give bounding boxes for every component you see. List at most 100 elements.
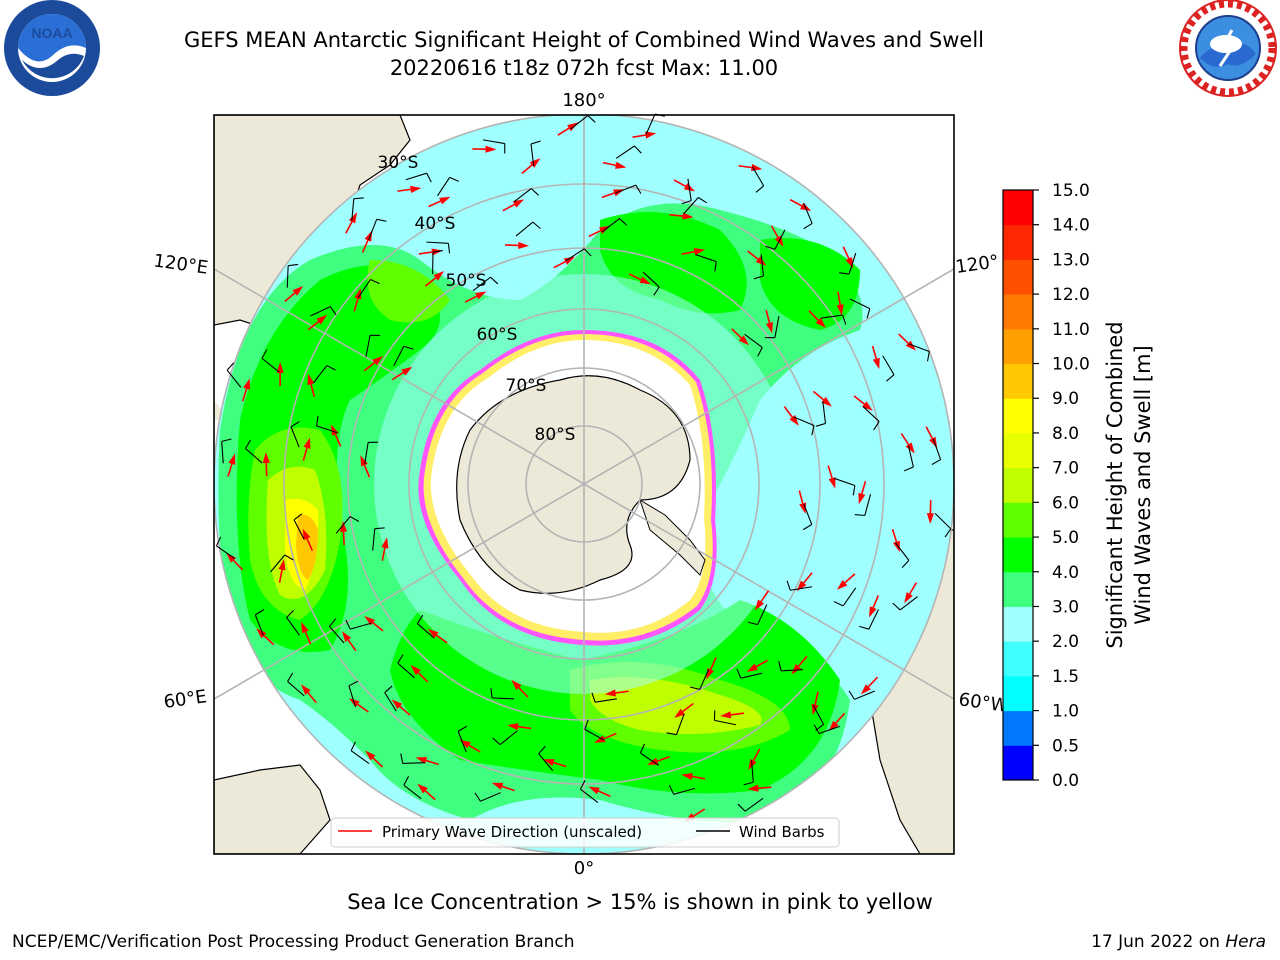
wind-barb-shaft [472, 276, 491, 292]
wind-barb-flag [668, 785, 675, 795]
wind-barb-shaft [254, 614, 264, 636]
wind-barb-flag [757, 347, 763, 357]
wind-barb-shaft [457, 731, 467, 753]
wave-arrow-head [747, 784, 759, 792]
colorbar-segment [1003, 641, 1033, 677]
wind-barb-flag [815, 422, 826, 427]
wind-barb-flag [666, 732, 677, 736]
colorbar-segment [1003, 745, 1033, 781]
wind-barb-flag [866, 308, 871, 319]
nws-logo [1179, 0, 1277, 97]
wind-barb-flag [326, 364, 336, 371]
wind-barb-flag [474, 792, 481, 802]
lon-label-180: 180° [562, 90, 605, 111]
wind-barb-shaft [645, 113, 656, 135]
wind-barb-shaft [538, 753, 554, 772]
colorbar: 0.0 0.5 1.0 1.5 2.0 3.0 4.0 5.0 6.0 7.0 8.0 9.0 10.0… [1002, 181, 1090, 791]
wave-arrow-head [276, 362, 284, 373]
wind-barb-shaft [313, 365, 328, 384]
wind-barb-shaft [812, 704, 825, 725]
wind-barb-flag [397, 654, 404, 664]
wind-barb-shaft [480, 792, 501, 802]
lat-label-50s: 50°S [446, 271, 487, 291]
wind-barb-shaft [397, 662, 415, 679]
wind-barb-flag [290, 421, 300, 428]
wave-arrow-head [307, 373, 315, 386]
wave-arrow-head [431, 248, 443, 256]
wave-arrow-head [278, 559, 286, 571]
wind-barb-flag [400, 753, 404, 764]
wave-arrow-head [765, 322, 773, 334]
wind-barb-shaft [565, 248, 585, 262]
wave-arrow-head [828, 477, 836, 489]
wave-arrow-head [401, 366, 413, 376]
wind-barb-flag [591, 692, 596, 703]
wind-barb-flag [689, 686, 700, 690]
footer-host: Hera [1225, 932, 1266, 952]
colorbar-tick-label: 14.0 [1052, 216, 1090, 236]
wind-barb-shaft [310, 306, 331, 317]
wind-barb-flag [854, 514, 865, 517]
wind-barb-shaft [245, 448, 263, 464]
wave-arrow-head [365, 750, 376, 761]
wind-barb-flag [811, 425, 815, 436]
wind-barb-flag [287, 672, 294, 682]
colorbar-tick-label: 0.0 [1052, 771, 1079, 791]
wave-arrow-head [693, 248, 706, 256]
wind-barb-flag [417, 614, 424, 624]
wind-barb-flag [530, 188, 539, 196]
wave-arrow-head [615, 161, 627, 169]
wind-barb-shaft [848, 252, 857, 275]
wave-arrow-head [905, 442, 915, 454]
wind-barb-flag [532, 221, 541, 230]
wave-arrow-head [674, 708, 686, 719]
wind-barb-flag [348, 680, 359, 687]
wind-barb-shaft [675, 713, 685, 735]
wind-barbs [215, 113, 952, 812]
chart-subtitle: 20220616 t18z 072h fcst Max: 11.00 [389, 56, 779, 80]
wind-barb-shaft [580, 788, 599, 803]
wind-barb-flag [579, 780, 586, 790]
colorbar-segment [1003, 675, 1033, 712]
wind-barb-shaft [350, 622, 372, 630]
wind-barb-shaft [673, 787, 696, 795]
wind-barb-shaft [372, 528, 376, 551]
legend-wave-label: Primary Wave Direction (unscaled) [382, 823, 642, 841]
wave-arrow-head [433, 271, 445, 281]
colorbar-segment [1003, 328, 1033, 365]
wind-barb-shaft [683, 197, 699, 215]
wave-arrow-head [427, 628, 439, 639]
wind-barb-shaft [822, 401, 827, 424]
wind-barb-shaft [402, 762, 425, 764]
wind-barb-flag [736, 668, 742, 679]
wave-arrow-head [439, 196, 451, 205]
colorbar-tick-label: 15.0 [1052, 181, 1090, 201]
colorbar-tick-label: 10.0 [1052, 355, 1090, 375]
wave-arrow-head [316, 314, 328, 325]
wind-barb-flag [584, 719, 589, 730]
wind-barb-flag [778, 660, 782, 671]
wind-barb-shaft [760, 254, 764, 277]
wave-arrow-head [364, 615, 376, 626]
wind-barb-shaft [492, 697, 515, 700]
wave-arrow-head [256, 628, 267, 639]
wave-arrow-head [491, 782, 504, 790]
wind-barb-shaft [335, 516, 351, 534]
wind-barb-shaft [351, 198, 355, 221]
wind-barb-flag [903, 466, 914, 472]
wind-barb-flag [634, 145, 642, 154]
colorbar-segment [1003, 190, 1033, 226]
wave-direction-arrows [226, 122, 938, 822]
colorbar-segment [1003, 537, 1033, 573]
wind-barb-flag [619, 218, 628, 226]
colorbar-tick-label: 1.0 [1052, 702, 1079, 722]
colorbar-tick-label: 1.5 [1052, 667, 1079, 687]
wind-barb-flag [384, 685, 393, 693]
colorbar-tick-label: 8.0 [1052, 424, 1079, 444]
wave-arrow-head [228, 453, 236, 465]
wind-barb-flag [859, 625, 869, 630]
wind-barb-shaft [934, 512, 952, 530]
wind-barb-shaft [757, 604, 768, 625]
wave-arrow-head [860, 684, 871, 695]
colorbar-tick-label: 6.0 [1052, 493, 1079, 513]
